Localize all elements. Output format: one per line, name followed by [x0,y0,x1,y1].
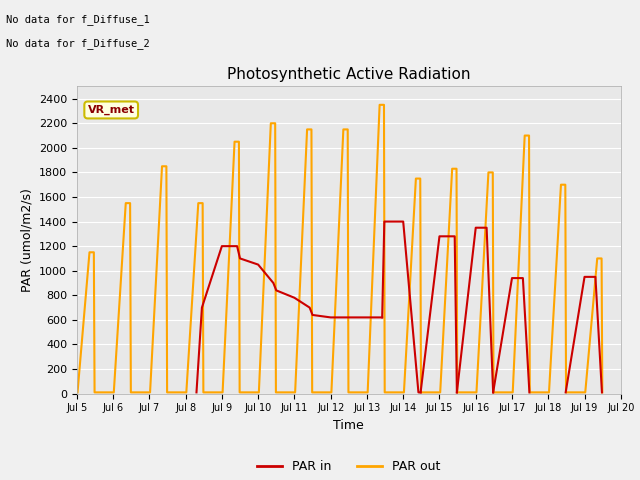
Text: No data for f_Diffuse_2: No data for f_Diffuse_2 [6,38,150,49]
X-axis label: Time: Time [333,419,364,432]
Y-axis label: PAR (umol/m2/s): PAR (umol/m2/s) [20,188,33,292]
Title: Photosynthetic Active Radiation: Photosynthetic Active Radiation [227,68,470,83]
Text: No data for f_Diffuse_1: No data for f_Diffuse_1 [6,14,150,25]
Legend: PAR in, PAR out: PAR in, PAR out [252,455,445,478]
Text: VR_met: VR_met [88,105,134,115]
